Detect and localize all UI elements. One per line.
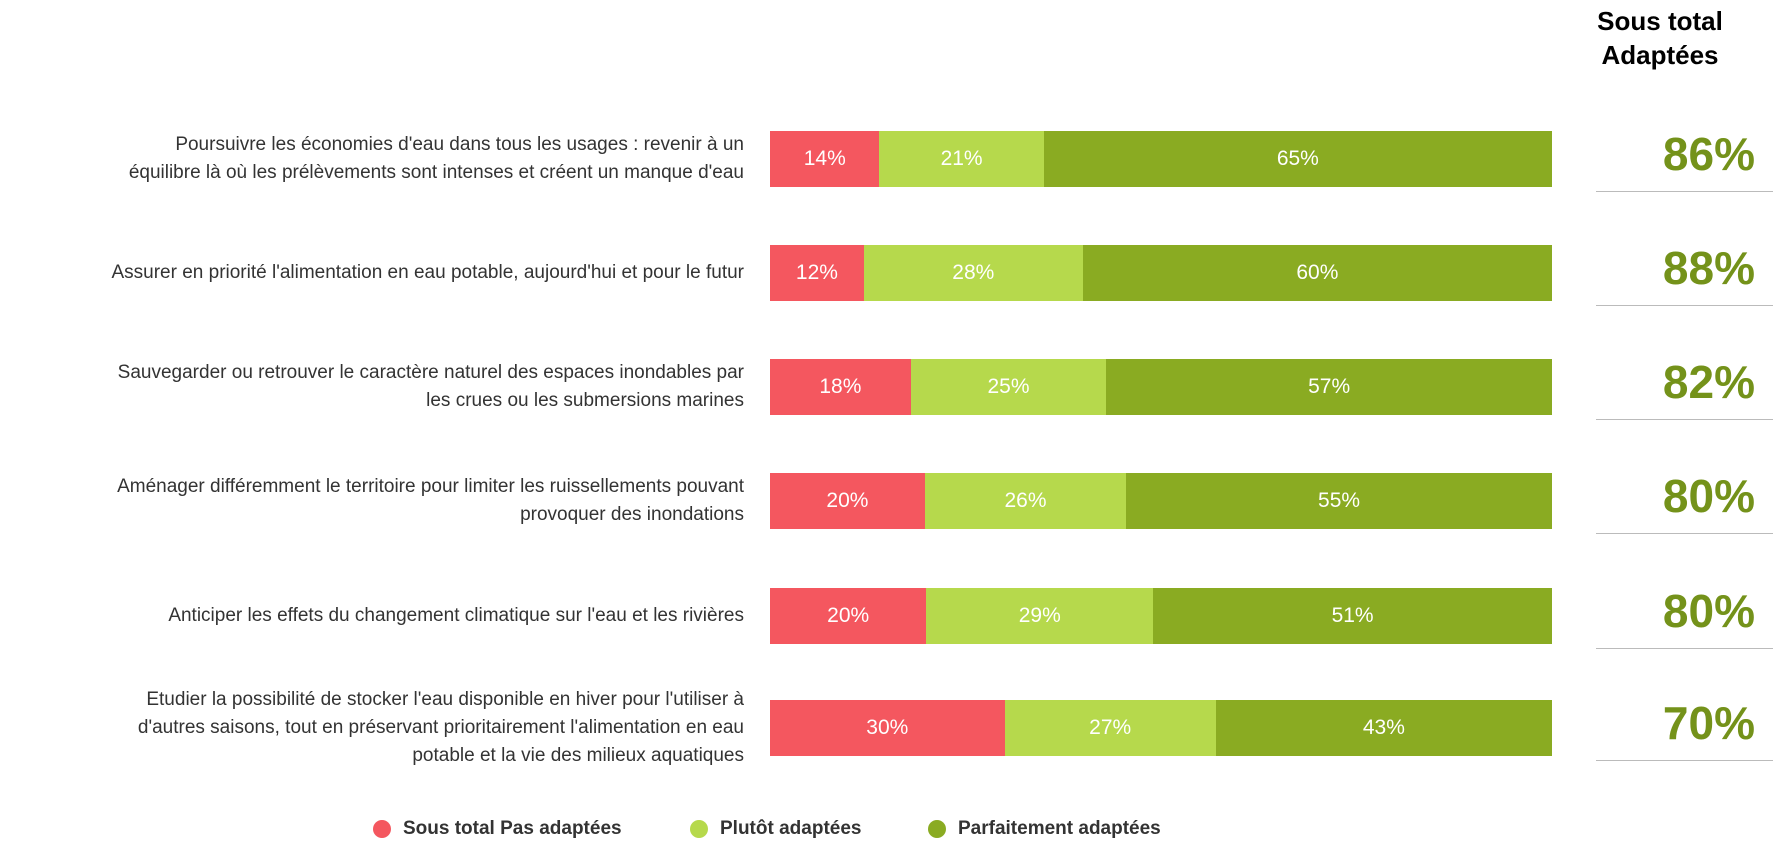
data-label: 27% (1089, 716, 1132, 739)
bar-segment: 51% (1153, 588, 1552, 644)
total-value: 80% (1662, 585, 1755, 637)
bar-segment: 21% (879, 131, 1044, 187)
bar-segment: 65% (1043, 131, 1552, 187)
category-label: Etudier la possibilité de stocker l'eau … (137, 689, 744, 766)
legend-item: Plutôt adaptées (690, 818, 861, 840)
data-label: 21% (940, 147, 983, 170)
legend-item: Parfaitement adaptées (928, 818, 1161, 840)
data-label: 18% (819, 375, 862, 398)
bar-segment: 57% (1106, 359, 1552, 415)
total-value: 82% (1662, 356, 1755, 408)
category-label: Poursuivre les économies d'eau dans tous… (128, 134, 744, 183)
legend-swatch (928, 820, 946, 838)
category-label: Sauvegarder ou retrouver le caractère na… (117, 362, 744, 411)
category-label: Assurer en priorité l'alimentation en ea… (111, 262, 744, 283)
data-label: 12% (795, 261, 838, 284)
bar-segment: 60% (1082, 245, 1552, 301)
legend-label: Plutôt adaptées (720, 818, 862, 839)
bar-segment: 30% (770, 700, 1005, 756)
category-label: Aménager différemment le territoire pour… (117, 476, 744, 525)
data-label: 28% (952, 261, 995, 284)
data-label: 30% (866, 716, 909, 739)
total-underline (1596, 533, 1773, 534)
total-value: 70% (1662, 697, 1755, 749)
data-label: 14% (803, 147, 846, 170)
bar-segment: 43% (1215, 700, 1552, 756)
data-label: 55% (1318, 489, 1361, 512)
legend-label: Sous total Pas adaptées (403, 818, 622, 839)
category-label: Anticiper les effets du changement clima… (168, 605, 744, 626)
total-underline (1596, 305, 1773, 306)
data-label: 29% (1018, 604, 1061, 627)
bar-segment: 20% (770, 588, 927, 644)
totals-title: Sous total Adaptées (1597, 6, 1723, 70)
data-label: 25% (987, 375, 1030, 398)
bar-segment: 14% (770, 131, 880, 187)
bar-segment: 29% (926, 588, 1154, 644)
bar-segment: 55% (1126, 473, 1552, 529)
bar-segment: 28% (863, 245, 1083, 301)
data-label: 43% (1362, 716, 1405, 739)
bar-segment: 20% (770, 473, 925, 529)
data-label: 51% (1331, 604, 1374, 627)
data-label: 57% (1308, 375, 1351, 398)
bar-segment: 25% (910, 359, 1107, 415)
legend-item: Sous total Pas adaptées (373, 818, 622, 840)
total-underline (1596, 648, 1773, 649)
total-value: 86% (1662, 128, 1755, 180)
legend-label: Parfaitement adaptées (958, 818, 1161, 839)
total-value: 80% (1662, 470, 1755, 522)
total-underline (1596, 191, 1773, 192)
bar-segment: 27% (1004, 700, 1216, 756)
data-label: 20% (827, 604, 870, 627)
bar-segment: 26% (924, 473, 1127, 529)
data-label: 20% (826, 489, 869, 512)
legend-swatch (690, 820, 708, 838)
bar-segment: 12% (770, 245, 864, 301)
data-label: 60% (1296, 261, 1339, 284)
data-label: 65% (1276, 147, 1319, 170)
total-underline (1596, 419, 1773, 420)
total-value: 88% (1662, 242, 1755, 294)
legend-swatch (373, 820, 391, 838)
total-underline (1596, 760, 1773, 761)
data-label: 26% (1004, 489, 1047, 512)
bar-segment: 18% (770, 359, 911, 415)
